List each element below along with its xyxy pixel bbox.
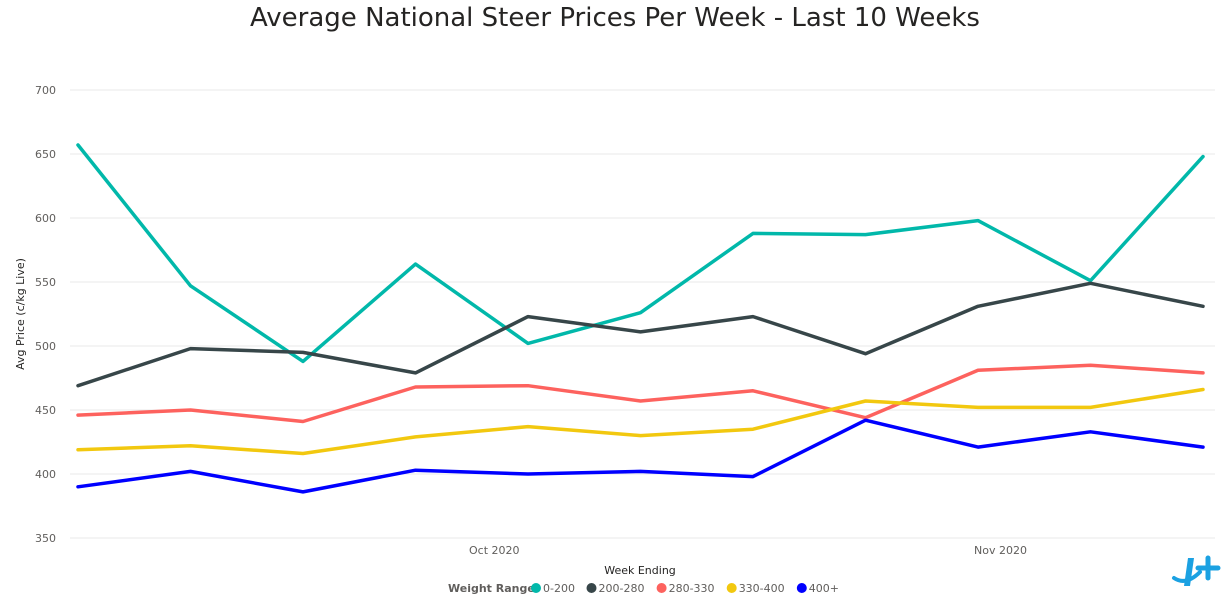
chart-title: Average National Steer Prices Per Week -…: [250, 3, 980, 33]
x-axis-ticks: Oct 2020 Nov 2020: [469, 544, 1027, 557]
x-axis-label: Week Ending: [604, 564, 676, 577]
x-tick-label: Nov 2020: [974, 544, 1027, 557]
legend-entry-0-200: 0-200: [543, 582, 575, 595]
legend-marker-330-400: [726, 583, 737, 593]
legend-marker-280-330: [656, 583, 667, 593]
legend: Weight Range 0-200 200-280 280-330 330-400 40…: [448, 582, 839, 595]
legend-entry-200-280: 200-280: [599, 582, 645, 595]
x-tick-label: Oct 2020: [469, 544, 520, 557]
y-axis-ticks: 350 400 450 500 550 600 650 700: [35, 84, 56, 545]
legend-marker-0-200: [531, 583, 541, 593]
y-tick-label: 600: [35, 212, 56, 225]
legend-entry-400+: 400+: [809, 582, 839, 595]
y-tick-label: 650: [35, 148, 56, 161]
y-tick-label: 450: [35, 404, 56, 417]
series-line-200-280: [76, 281, 1205, 388]
series-lines: [76, 143, 1205, 494]
series-line-280-330: [76, 363, 1205, 424]
y-tick-label: 400: [35, 468, 56, 481]
series-line-330-400: [76, 387, 1205, 456]
y-tick-label: 550: [35, 276, 56, 289]
legend-marker-200-280: [586, 583, 597, 593]
legend-marker-400+: [796, 583, 807, 593]
gridlines: [70, 89, 1215, 539]
y-tick-label: 700: [35, 84, 56, 97]
legend-entry-330-400: 330-400: [739, 582, 785, 595]
legend-title: Weight Range: [448, 582, 535, 595]
series-line-0-200: [76, 143, 1205, 364]
legend-entry-280-330: 280-330: [669, 582, 715, 595]
y-tick-label: 350: [35, 532, 56, 545]
series-line-400+: [76, 418, 1205, 494]
y-tick-label: 500: [35, 340, 56, 353]
brand-logo-icon: [1172, 555, 1221, 586]
y-axis-label: Avg Price (c/kg Live): [14, 258, 27, 370]
